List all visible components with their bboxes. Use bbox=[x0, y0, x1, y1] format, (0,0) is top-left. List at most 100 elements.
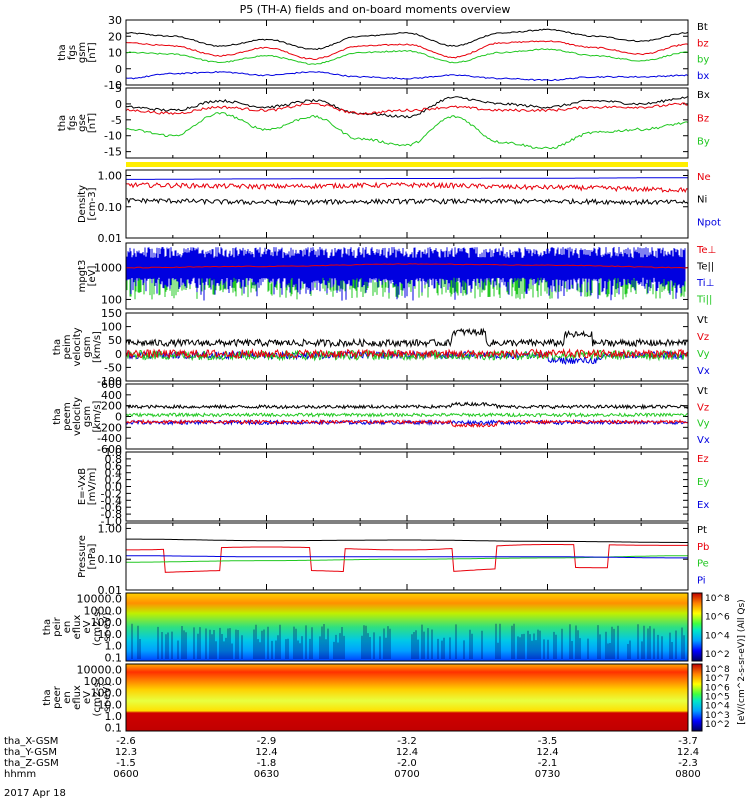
y-axis-label: peer bbox=[52, 685, 63, 709]
footer-row-value: 12.4 bbox=[396, 747, 418, 758]
y-tick-label: 1.00 bbox=[98, 170, 123, 183]
y-tick-label: 100 bbox=[101, 293, 122, 306]
y-tick-label: 1000.0 bbox=[84, 604, 123, 617]
panel-frame bbox=[125, 169, 689, 239]
y-axis-label: tha bbox=[52, 339, 63, 355]
footer-row-label: tha_Y-GSM bbox=[4, 747, 57, 758]
y-tick-label: 0.8 bbox=[105, 453, 123, 466]
legend-Ti||: Ti|| bbox=[696, 295, 712, 306]
y-tick-label: 600 bbox=[101, 378, 122, 391]
colorbar-tick-label: 10^2 bbox=[705, 720, 730, 730]
legend-Vy: Vy bbox=[697, 419, 710, 430]
footer-row-value: -1.5 bbox=[116, 758, 136, 769]
footer-row-value: 12.4 bbox=[536, 747, 558, 758]
legend-Vx: Vx bbox=[697, 366, 710, 377]
footer-row-value: 12.4 bbox=[677, 747, 699, 758]
footer-row-value: 0630 bbox=[254, 769, 279, 780]
y-tick-label: 1.0 bbox=[105, 710, 123, 723]
y-tick-label: 0 bbox=[115, 63, 122, 76]
panel-frame bbox=[125, 383, 689, 450]
y-axis-label: gsm bbox=[82, 336, 93, 357]
y-axis-label: fgs bbox=[67, 45, 78, 60]
y-axis-label: [mV/m] bbox=[87, 468, 98, 506]
colorbar-tick-label: 10^4 bbox=[705, 702, 730, 712]
legend-By: By bbox=[697, 137, 710, 148]
y-axis-label: (cm2-s- bbox=[92, 608, 103, 646]
legend-Vx: Vx bbox=[697, 435, 710, 446]
y-tick-label: 1.0 bbox=[105, 640, 123, 653]
footer-row-value: -3.2 bbox=[397, 736, 417, 747]
series-Pi bbox=[126, 555, 688, 559]
colorbar-tick-label: 10^4 bbox=[705, 631, 730, 641]
y-tick-label: 100.0 bbox=[91, 616, 123, 629]
footer-row-value: -2.6 bbox=[116, 736, 136, 747]
y-tick-label: 10.0 bbox=[98, 628, 123, 641]
colorbar-label: [eV/(cm^2-s-sr-eV)] (All Qs) bbox=[737, 599, 747, 724]
electron-colorbar bbox=[691, 663, 703, 732]
y-tick-label: -0.4 bbox=[101, 494, 122, 507]
legend-Te⊥: Te⊥ bbox=[696, 245, 716, 256]
footer-row-value: -1.8 bbox=[257, 758, 277, 769]
panel-frame bbox=[125, 592, 689, 662]
y-tick-label: 0.2 bbox=[105, 474, 123, 487]
footer-row-value: 0600 bbox=[113, 769, 138, 780]
y-tick-label: -100 bbox=[97, 375, 122, 388]
legend-Pb: Pb bbox=[697, 542, 709, 553]
panel-pressure: Pressure [nPa]1.00 0.10 0.01 Pt Pb Pe Pi bbox=[77, 522, 709, 597]
y-axis-label: [km/s] bbox=[92, 331, 103, 363]
y-tick-label: -200 bbox=[97, 421, 122, 434]
y-tick-label: 100.0 bbox=[91, 687, 123, 700]
series-Vz bbox=[125, 347, 689, 360]
legend-Ey: Ey bbox=[697, 477, 709, 488]
series-bx bbox=[125, 70, 689, 82]
y-axis-label: velocity bbox=[72, 327, 83, 366]
y-tick-label: 50 bbox=[108, 334, 122, 347]
panel-frame bbox=[125, 451, 689, 522]
colorbar-tick-label: 10^3 bbox=[705, 711, 730, 721]
y-axis-label: tha bbox=[42, 619, 53, 635]
y-tick-label: 0.1 bbox=[105, 651, 123, 664]
colorbar-tick-label: 10^8 bbox=[705, 594, 730, 604]
footer-row-value: -2.1 bbox=[538, 758, 558, 769]
y-tick-label: 100 bbox=[101, 321, 122, 334]
legend-by: by bbox=[697, 55, 709, 66]
panel-frame bbox=[125, 312, 689, 382]
legend-Bt: Bt bbox=[697, 22, 708, 33]
footer-row-value: -2.3 bbox=[678, 758, 698, 769]
legend-bx: bx bbox=[697, 71, 709, 82]
legend-Vy: Vy bbox=[697, 349, 710, 360]
legend-Npot: Npot bbox=[697, 217, 721, 228]
y-tick-label: 10000.0 bbox=[77, 664, 123, 677]
y-tick-label: 10.0 bbox=[98, 698, 123, 711]
y-axis-label: mpgt3 bbox=[77, 260, 88, 293]
y-tick-label: -15 bbox=[104, 146, 122, 159]
panel-density: Density [cm-3]1.00 0.10 0.01 Ne Ni Npot bbox=[77, 170, 721, 245]
series-Vt bbox=[125, 401, 689, 410]
y-tick-label: 0.6 bbox=[105, 460, 123, 473]
footer-row-value: -3.5 bbox=[538, 736, 558, 747]
series-Ne bbox=[125, 181, 689, 193]
legend-Bz: Bz bbox=[697, 113, 709, 124]
panel-frame bbox=[125, 242, 689, 310]
y-axis-label: [nT] bbox=[87, 113, 98, 133]
y-axis-label: peem bbox=[62, 402, 73, 430]
y-tick-label: -0.2 bbox=[101, 487, 122, 500]
legend-Bx: Bx bbox=[697, 90, 710, 101]
colorbar-tick-label: 10^6 bbox=[705, 613, 730, 623]
y-tick-label: 150 bbox=[101, 307, 122, 320]
series-Pt bbox=[126, 538, 688, 543]
y-axis-label: tha bbox=[57, 115, 68, 131]
y-tick-label: -0.8 bbox=[101, 508, 122, 521]
y-tick-label: 0 bbox=[115, 411, 122, 424]
legend-Ez: Ez bbox=[697, 454, 709, 465]
y-tick-label: 0.4 bbox=[105, 467, 123, 480]
y-tick-label: 0.10 bbox=[98, 201, 123, 214]
y-axis-label: Density bbox=[77, 185, 88, 223]
series-Pb bbox=[126, 544, 688, 573]
colorbar-tick-label: 10^8 bbox=[705, 665, 730, 675]
y-axis-label: eV bbox=[82, 691, 93, 704]
series-Te⊥ bbox=[125, 263, 689, 269]
panel-fgs-gse-2: tha fgs gse [nT] 5 0 -5 -10 -15 Bx Bz By bbox=[57, 82, 710, 159]
y-axis-label: tha bbox=[57, 44, 68, 60]
